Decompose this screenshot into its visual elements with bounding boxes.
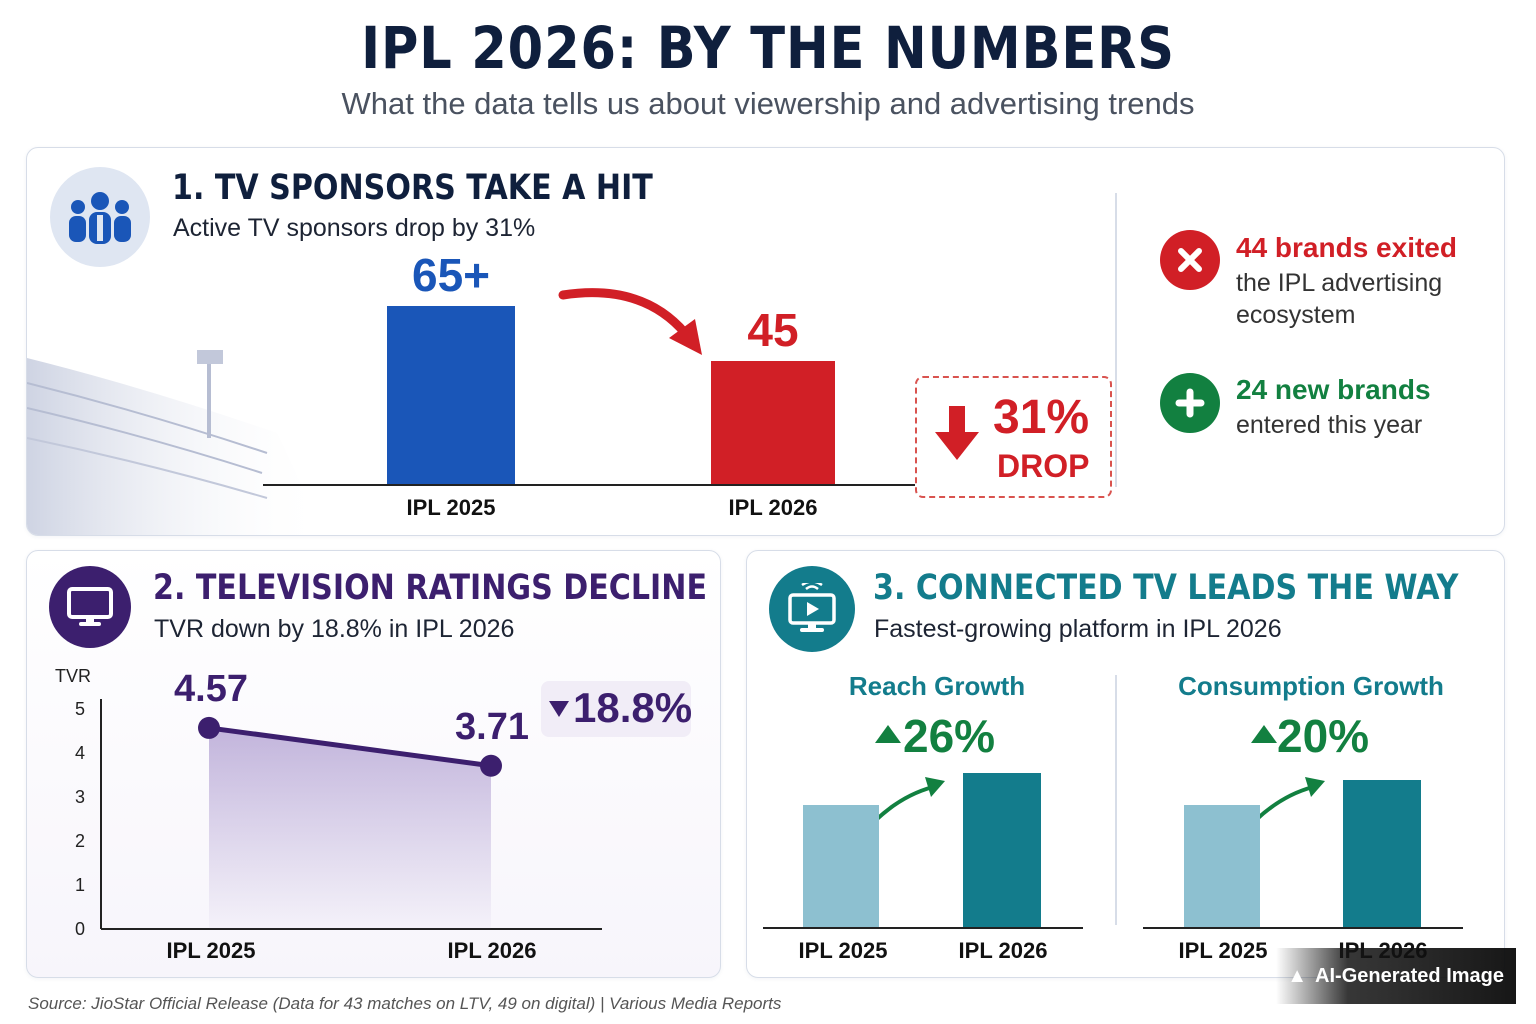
- reach-bar-ipl-2025: [803, 804, 879, 927]
- drop-callout: 31% DROP: [915, 376, 1112, 498]
- connected-tv-icon: [769, 566, 855, 652]
- tvr-change-value: 18.8%: [573, 684, 693, 731]
- section3-title: 3. CONNECTED TV LEADS THE WAY: [873, 568, 1459, 608]
- divider: [1115, 193, 1117, 487]
- x-axis: [1143, 927, 1463, 929]
- drop-percent: 31%: [993, 391, 1090, 444]
- tvr-change-badge: 18.8%: [541, 681, 693, 737]
- divider: [1115, 675, 1117, 925]
- x-axis: [263, 484, 948, 486]
- bar-ipl-2025: [387, 306, 515, 484]
- people-group-icon: [50, 167, 150, 267]
- brands-new-line1: entered this year: [1236, 411, 1423, 439]
- reach-growth-value: 26%: [903, 710, 996, 762]
- value-label-2025: 4.57: [174, 667, 248, 710]
- y-tick-label: 1: [75, 875, 85, 895]
- value-label-2025: 65+: [411, 249, 491, 301]
- category-label-2025: IPL 2025: [1178, 938, 1268, 963]
- ai-badge-label: AI-Generated Image: [1315, 964, 1504, 987]
- y-axis-label: TVR: [55, 666, 91, 686]
- brands-exited-title: 44 brands exited: [1236, 232, 1457, 263]
- tvr-point-1: [480, 754, 502, 777]
- plus-circle-icon: [1160, 373, 1220, 433]
- page-title: IPL 2026: BY THE NUMBERS: [361, 14, 1175, 82]
- ai-logo-icon: ▲: [1287, 964, 1308, 987]
- y-tick-label: 5: [75, 699, 85, 719]
- category-label-2026: IPL 2026: [447, 938, 537, 963]
- tvr-line: [208, 725, 492, 769]
- section1-subtitle: Active TV sponsors drop by 31%: [173, 214, 536, 242]
- category-label-2025: IPL 2025: [798, 938, 888, 963]
- triangle-up-icon: [875, 725, 901, 743]
- page-subtitle: What the data tells us about viewership …: [341, 86, 1195, 121]
- tvr-line-chart: TVR 0 1 2 3 4 5: [55, 666, 602, 939]
- consumption-bar-ipl-2026: [1343, 780, 1421, 927]
- category-label-2025: IPL 2025: [406, 495, 496, 520]
- section2-subtitle: TVR down by 18.8% in IPL 2026: [154, 615, 515, 643]
- brands-new-title: 24 new brands: [1236, 374, 1431, 405]
- tvr-point-0: [198, 716, 220, 739]
- brands-exited-line2: ecosystem: [1236, 301, 1356, 329]
- ai-generated-badge: ▲ AI-Generated Image: [1276, 948, 1516, 1004]
- consumption-growth-value: 20%: [1277, 710, 1370, 762]
- y-tick-label: 2: [75, 831, 85, 851]
- decline-arrow-icon: [558, 288, 702, 355]
- panel-tv-sponsors: 1. TV SPONSORS TAKE A HIT Active TV spon…: [26, 147, 1505, 536]
- category-label-2025: IPL 2025: [166, 938, 256, 963]
- category-label-2026: IPL 2026: [728, 495, 818, 520]
- category-label-2026: IPL 2026: [958, 938, 1048, 963]
- growth-arrow-icon: [1255, 777, 1325, 821]
- tvr-area: [209, 727, 491, 929]
- y-tick-label: 4: [75, 743, 85, 763]
- consumption-bar-ipl-2025: [1184, 804, 1260, 927]
- arrow-down-icon: [935, 406, 979, 460]
- triangle-down-icon: [549, 701, 569, 717]
- source-note: Source: JioStar Official Release (Data f…: [28, 994, 782, 1013]
- close-circle-icon: [1160, 230, 1220, 290]
- consumption-growth-title: Consumption Growth: [1178, 671, 1444, 701]
- stadium-background: [27, 350, 326, 535]
- drop-word: DROP: [997, 448, 1090, 484]
- value-label-2026: 3.71: [455, 705, 529, 748]
- section1-title: 1. TV SPONSORS TAKE A HIT: [172, 168, 653, 208]
- section3-subtitle: Fastest-growing platform in IPL 2026: [874, 615, 1282, 643]
- reach-bar-ipl-2026: [963, 773, 1041, 927]
- x-axis: [763, 927, 1083, 929]
- panel-tv-ratings: 2. TELEVISION RATINGS DECLINE TVR down b…: [26, 550, 721, 978]
- brands-exited-line1: the IPL advertising: [1236, 269, 1443, 297]
- reach-growth-title: Reach Growth: [848, 671, 1026, 701]
- triangle-up-icon: [1251, 725, 1277, 743]
- section2-title: 2. TELEVISION RATINGS DECLINE: [153, 568, 708, 608]
- growth-arrow-icon: [875, 777, 945, 821]
- value-label-2026: 45: [747, 303, 799, 356]
- bar-ipl-2026: [711, 360, 835, 484]
- y-tick-label: 0: [75, 919, 85, 939]
- television-icon: [49, 566, 131, 648]
- y-tick-label: 3: [75, 787, 85, 807]
- panel-connected-tv: 3. CONNECTED TV LEADS THE WAY Fastest-gr…: [746, 550, 1505, 978]
